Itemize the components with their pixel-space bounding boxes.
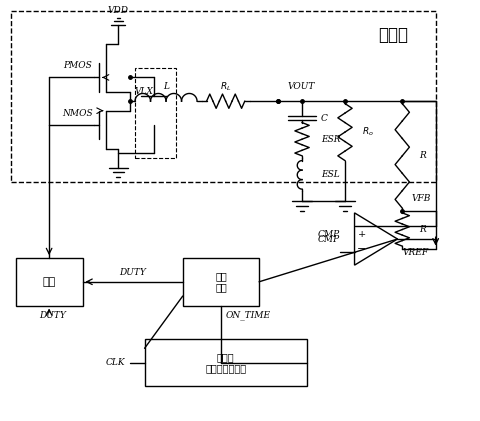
- Text: VLX: VLX: [135, 87, 154, 96]
- Bar: [183, 258, 259, 306]
- Text: VFB: VFB: [411, 194, 431, 203]
- Text: ESR: ESR: [321, 135, 341, 144]
- Text: DUTY: DUTY: [119, 268, 146, 277]
- Text: VOUT: VOUT: [288, 83, 315, 91]
- Text: $R_L$: $R_L$: [220, 81, 231, 93]
- Bar: [135, 68, 176, 158]
- Text: VDD: VDD: [108, 6, 129, 16]
- Text: CMP: CMP: [318, 234, 340, 243]
- Text: $R_o$: $R_o$: [362, 126, 373, 139]
- Text: DUTY: DUTY: [39, 311, 66, 320]
- Text: 自适应
导通时间控制器: 自适应 导通时间控制器: [205, 352, 246, 373]
- Text: R: R: [419, 151, 426, 160]
- Text: PMOS: PMOS: [63, 61, 92, 70]
- Text: CMP: CMP: [318, 230, 340, 239]
- Text: ESL: ESL: [321, 171, 340, 179]
- Text: 控制
逻辑: 控制 逻辑: [215, 271, 227, 293]
- Text: R: R: [419, 225, 426, 234]
- Text: L: L: [163, 83, 169, 91]
- Bar: [11, 11, 436, 182]
- Bar: [16, 258, 83, 306]
- Bar: [144, 339, 307, 386]
- Text: 驱动: 驱动: [43, 277, 56, 287]
- Text: ON_TIME: ON_TIME: [226, 310, 271, 320]
- Text: VREF: VREF: [402, 248, 428, 256]
- Text: +: +: [358, 230, 366, 239]
- Text: 功率级: 功率级: [378, 26, 408, 44]
- Text: −: −: [357, 243, 366, 253]
- Text: C: C: [321, 114, 328, 123]
- Text: NMOS: NMOS: [62, 109, 93, 117]
- Text: CLK: CLK: [106, 358, 125, 367]
